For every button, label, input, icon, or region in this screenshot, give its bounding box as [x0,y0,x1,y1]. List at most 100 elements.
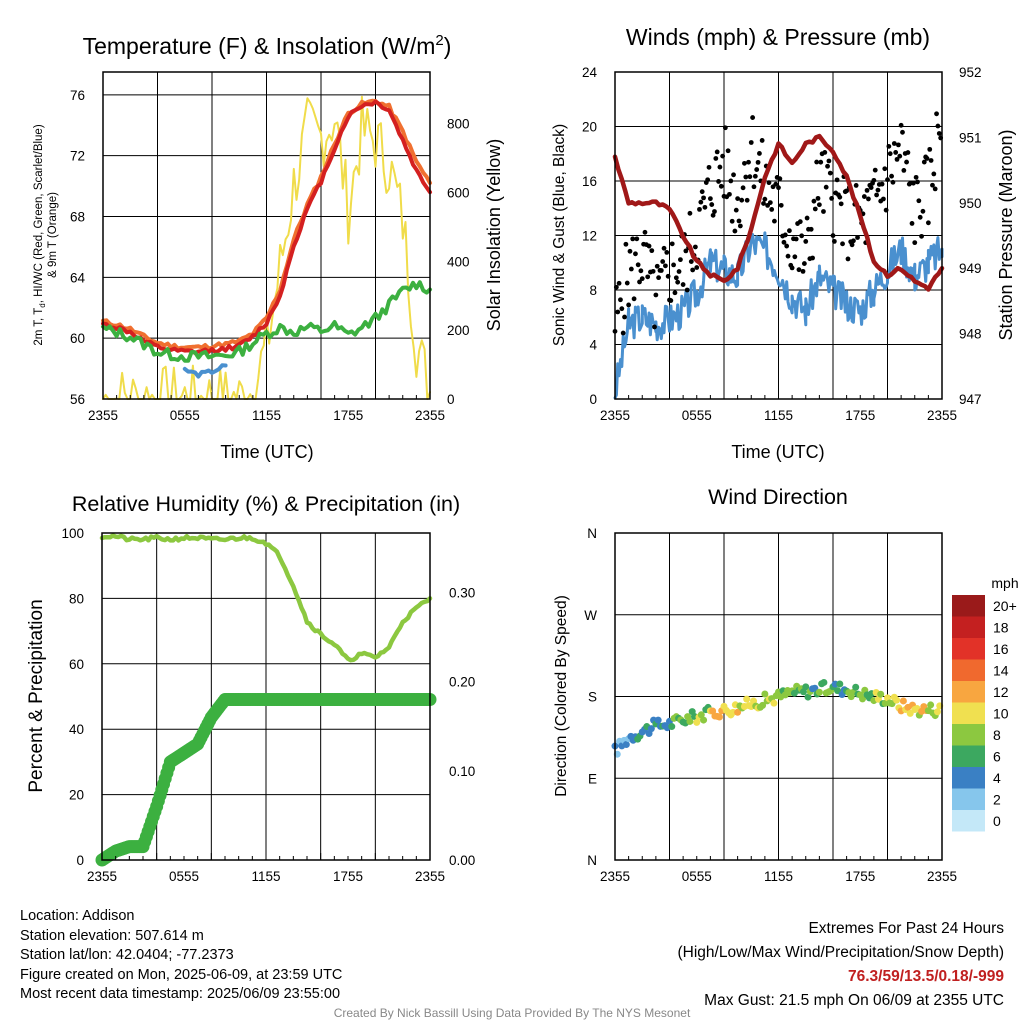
direction-point [852,683,860,691]
y-tick-label: 12 [582,229,597,244]
gust-point [624,280,630,286]
direction-point [686,717,694,725]
gust-point [897,153,903,159]
gust-point [830,233,836,238]
gust-point [818,159,824,165]
legend-swatch [952,659,985,681]
max-gust: Max Gust: 21.5 mph On 06/09 at 2355 UTC [704,992,1004,1009]
gust-point [875,187,881,193]
gust-point [896,142,901,148]
gust-point [722,125,728,131]
direction-point [859,695,867,703]
temp-y-axis-label: 2m T, Td, HI/WC (Red, Green, Scarlet/Blu… [33,124,47,345]
y2-tick-label: 947 [959,392,982,407]
gust-point [688,259,694,264]
gust-point [890,179,896,185]
gust-point [827,170,833,176]
y2-tick-label: 952 [959,65,982,80]
station-info: Location: Addison Station elevation: 507… [20,907,342,1005]
gust-point [766,180,772,186]
gust-point [673,275,679,281]
legend-swatch [952,616,985,638]
gust-point [661,245,667,251]
direction-point [834,687,842,695]
dir-legend-title: mph [991,575,1018,591]
station-elevation: Station elevation: 507.614 m [20,927,204,944]
gust-point [834,177,840,183]
gust-point [772,218,777,224]
gust-point [620,330,626,336]
gust-point [623,241,629,247]
extremes-block: Extremes For Past 24 Hours (High/Low/Max… [678,917,1005,1013]
gust-point [616,280,622,286]
gust-point [925,220,931,226]
x-tick-label: 2355 [415,408,445,423]
gust-point [927,146,933,152]
gust-point [626,302,632,308]
legend-label: 10 [993,706,1009,722]
direction-point [804,693,812,701]
station-latlon: Station lat/lon: 42.0404; -77.2373 [20,947,234,963]
direction-point [770,699,778,707]
legend-label: 6 [993,749,1001,765]
extremes-subtitle: (High/Low/Max Wind/Precipitation/Snow De… [677,944,1005,961]
gust-point [615,309,621,315]
legend-swatch [952,724,985,746]
legend-swatch [952,788,985,810]
y-tick-label: N [587,526,597,541]
legend-swatch [952,810,985,832]
gust-point [639,276,645,282]
gust-point [840,241,845,247]
gust-point [894,156,900,162]
legend-swatch [952,767,985,789]
gust-point [853,183,859,188]
direction-point [933,708,941,716]
direction-point [927,701,935,709]
gust-point [678,257,683,263]
station-location: Location: Addison [20,908,135,924]
gust-point [849,242,855,248]
legend-swatch [952,681,985,703]
gust-point [742,160,747,166]
gust-point [754,167,760,172]
legend-label: 2 [993,792,1001,808]
gust-point [900,129,905,135]
gust-point [872,167,878,173]
gust-point [701,195,706,201]
gust-point [808,226,814,232]
gust-point [886,143,892,149]
gust-point [739,197,745,203]
gust-point [800,268,806,274]
gust-point [935,123,941,129]
direction-point [734,708,742,716]
y2-tick-label: 951 [959,130,982,145]
gust-point [725,148,731,154]
direction-point [743,695,751,703]
x-tick-label: 1755 [845,408,875,423]
gust-point [716,179,721,184]
gust-point [683,248,689,254]
y2-tick-label: 0.00 [449,853,475,868]
direction-point [700,716,708,724]
gust-point [752,173,758,179]
temp-x-axis-label: Time (UTC) [220,442,313,462]
gust-point [669,241,675,247]
direction-point [893,696,901,704]
gust-point [740,185,746,191]
direction-point [697,711,705,719]
gust-point [702,204,708,210]
gust-point [747,174,753,180]
x-tick-label: 1155 [764,408,793,423]
gust-point [885,177,890,183]
x-tick-label: 1755 [845,869,875,884]
gust-point [687,210,693,216]
gust-point [649,248,655,254]
direction-point [654,716,662,724]
extremes-values: 76.3/59/13.5/0.18/-999 [848,968,1004,985]
gust-point [720,153,726,159]
gust-point [757,151,762,156]
gust-point [883,207,889,213]
gust-point [822,150,828,155]
gust-point [642,229,648,235]
